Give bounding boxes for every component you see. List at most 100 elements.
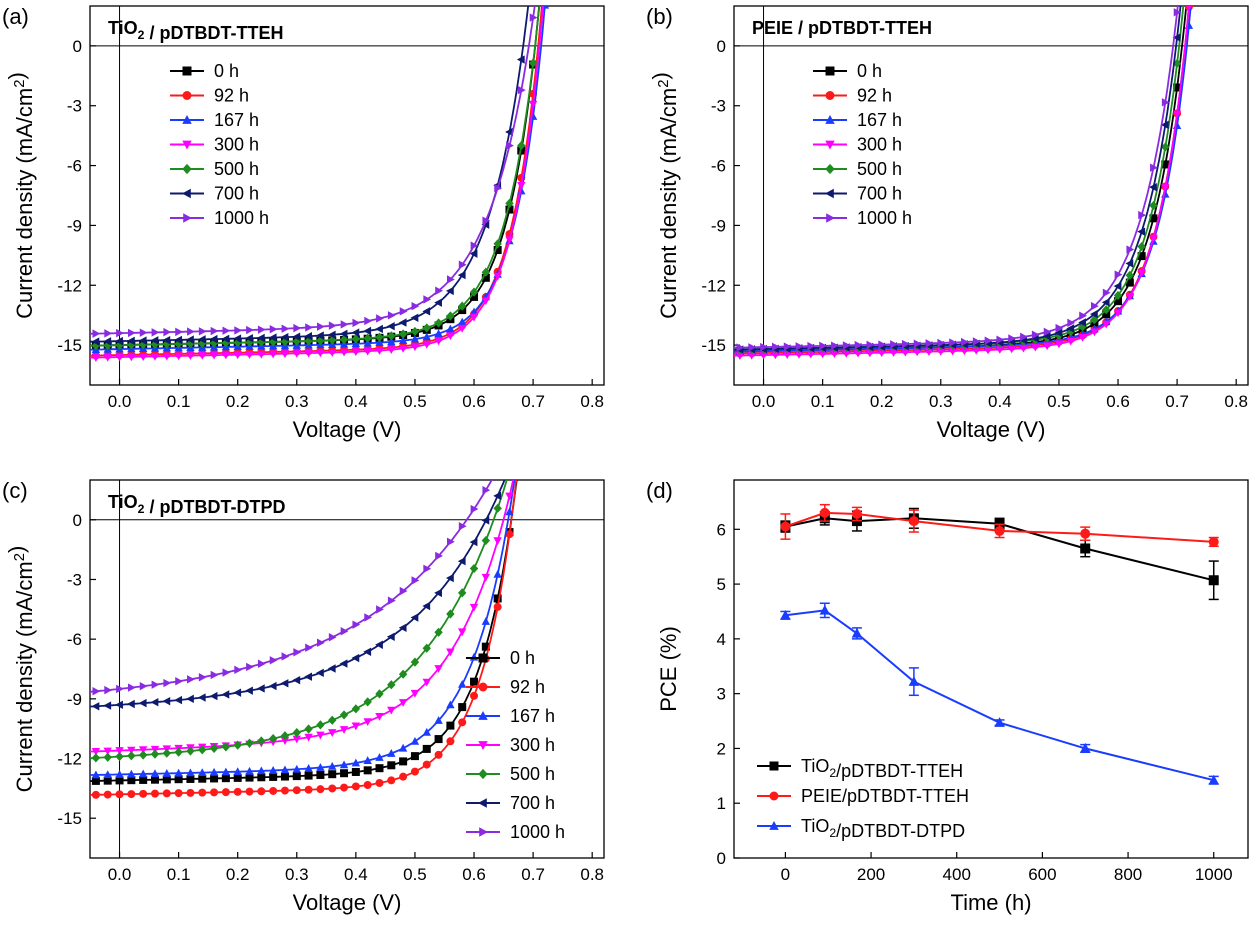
data-point <box>221 334 230 344</box>
x-tick-label: 0.2 <box>226 865 250 884</box>
legend-marker <box>478 768 488 780</box>
data-point <box>103 747 112 756</box>
series-line <box>90 6 546 351</box>
data-point <box>423 295 432 304</box>
data-point <box>435 286 443 295</box>
data-point <box>209 691 218 701</box>
data-point <box>327 330 336 339</box>
data-point <box>818 350 827 359</box>
data-point <box>91 340 101 351</box>
data-point <box>116 328 124 338</box>
data-point <box>948 347 957 356</box>
legend-entry: 700 h <box>813 184 902 204</box>
legend-marker <box>825 66 835 76</box>
series-92h <box>90 6 543 360</box>
data-point <box>422 332 431 341</box>
data-point <box>1043 327 1052 337</box>
y-tick-label: -6 <box>67 157 82 176</box>
data-point <box>434 716 443 724</box>
data-point <box>410 613 419 622</box>
data-point <box>890 340 898 349</box>
data-point <box>819 341 828 351</box>
data-point <box>104 685 113 695</box>
y-tick-label: -12 <box>701 276 726 295</box>
data-point <box>398 699 408 707</box>
data-point <box>505 127 513 137</box>
panel-title: TiO2 / pDTBDT-TTEH <box>108 18 283 43</box>
data-point <box>469 249 478 258</box>
x-tick-label: 0.6 <box>462 865 486 884</box>
data-point <box>339 335 349 345</box>
series-300h <box>90 6 544 362</box>
data-point <box>268 350 278 359</box>
x-tick-label: 0.0 <box>108 392 132 411</box>
data-point <box>398 623 407 632</box>
data-point <box>1090 328 1099 337</box>
data-point <box>445 573 454 583</box>
data-point <box>352 620 361 629</box>
data-point <box>304 331 312 341</box>
data-point <box>984 336 993 345</box>
data-point <box>246 662 254 672</box>
legend-entry: 167 h <box>466 706 555 726</box>
data-point <box>304 764 313 772</box>
data-point <box>387 331 396 341</box>
series-0h <box>734 6 1188 356</box>
data-point <box>458 324 467 333</box>
series-167h <box>90 480 516 779</box>
data-point <box>410 334 420 343</box>
data-point <box>375 753 384 761</box>
legend-label: 700 h <box>214 184 259 204</box>
data-point <box>865 349 875 358</box>
data-point <box>91 337 100 346</box>
data-point <box>1090 315 1099 325</box>
data-point <box>925 339 934 348</box>
data-point <box>458 628 467 637</box>
legend-entry: 167 h <box>170 110 259 130</box>
legend-label: 92 h <box>214 86 249 106</box>
legend-entry: 500 h <box>813 159 902 179</box>
data-point <box>469 563 479 574</box>
x-tick-label: 0.0 <box>752 392 776 411</box>
data-point <box>1161 160 1170 169</box>
data-point <box>458 522 467 531</box>
data-point <box>364 316 373 326</box>
data-point <box>304 336 313 346</box>
pce-point <box>908 516 919 527</box>
data-point <box>115 340 124 350</box>
data-point <box>293 323 302 333</box>
data-point <box>481 617 491 625</box>
data-point <box>339 348 349 357</box>
data-point <box>304 724 313 734</box>
pce-point <box>994 717 1005 727</box>
pce-point <box>851 508 862 519</box>
data-point <box>1125 259 1134 268</box>
data-point <box>363 347 372 356</box>
y-tick-label: 2 <box>717 739 726 758</box>
data-point <box>328 770 337 779</box>
data-point <box>1126 245 1135 254</box>
data-point <box>127 683 136 692</box>
panel-d-pce-vs-time: 0 200 400 600 800 1000 0 1 2 3 4 5 6 Time (h) PCE (%) (… <box>646 478 1249 915</box>
data-point <box>150 336 159 345</box>
data-point <box>470 677 479 686</box>
data-point <box>434 588 442 598</box>
data-point <box>446 324 455 333</box>
data-point <box>186 335 194 344</box>
data-point <box>1066 324 1075 333</box>
data-point <box>434 735 443 744</box>
data-point <box>995 346 1005 354</box>
data-point <box>410 689 420 698</box>
legend-label: 1000 h <box>857 208 912 228</box>
legend-marker <box>182 66 192 76</box>
legend-marker <box>825 91 835 100</box>
data-point <box>375 338 384 347</box>
data-point <box>138 769 148 778</box>
data-point <box>139 681 148 691</box>
data-point <box>316 785 325 794</box>
data-point <box>91 790 100 799</box>
legend-label: 0 h <box>214 61 239 81</box>
data-point <box>1184 21 1194 29</box>
data-point <box>91 753 101 763</box>
data-point <box>221 774 230 783</box>
